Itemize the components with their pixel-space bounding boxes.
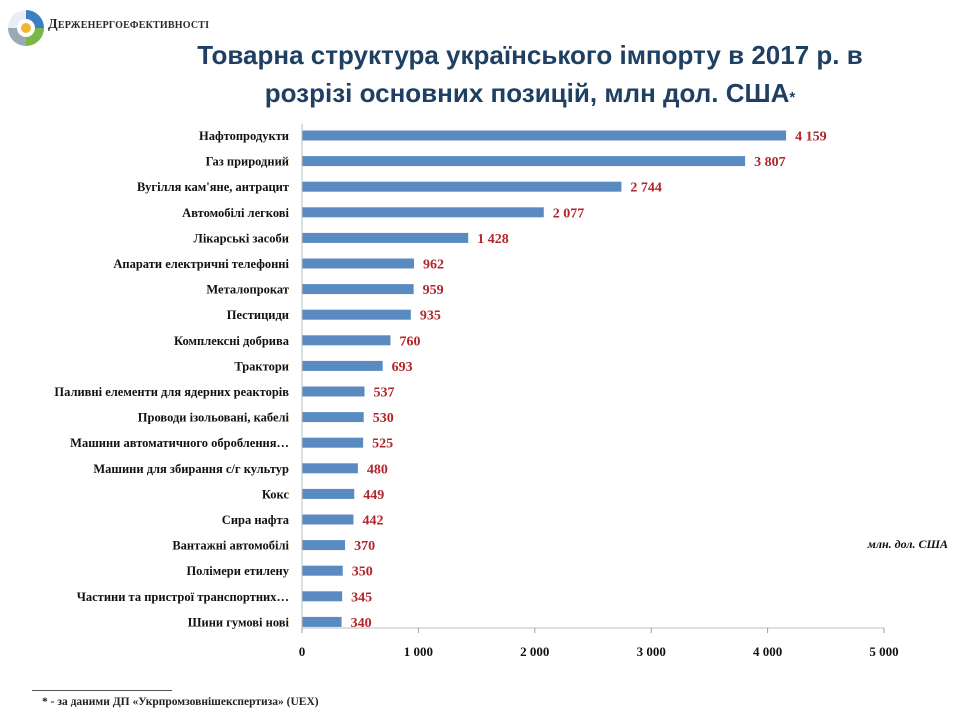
chart-bars (302, 130, 787, 627)
bar (302, 284, 414, 295)
value-label: 449 (363, 488, 384, 503)
category-label: Комплексні добрива (174, 334, 290, 348)
value-label: 1 428 (477, 232, 509, 247)
bar (302, 360, 383, 371)
value-label: 530 (373, 411, 394, 426)
value-label: 693 (392, 360, 413, 375)
bar (302, 514, 354, 525)
bar (302, 156, 746, 167)
x-tick-label: 5 000 (869, 644, 898, 659)
category-label: Проводи ізольовані, кабелі (138, 411, 290, 425)
bar (302, 463, 358, 474)
footnote-source: * - за даними ДП «Укрпромзовнішекспертиз… (42, 696, 319, 708)
ministry-logo-icon (8, 10, 44, 46)
bar (302, 412, 364, 423)
bar (302, 207, 544, 218)
category-label: Кокс (262, 487, 290, 501)
category-label: Машини автоматичного оброблення… (70, 436, 289, 450)
chart-unit-label: млн. дол. США (867, 537, 948, 551)
x-tick-label: 3 000 (637, 644, 666, 659)
value-label: 4 159 (795, 130, 827, 145)
value-label: 480 (367, 462, 388, 477)
bar (302, 258, 414, 269)
chart-x-axis: 0 1 000 2 000 3 000 4 000 5 000 (299, 123, 899, 659)
value-label: 2 077 (553, 206, 585, 221)
bar (302, 565, 343, 576)
chart-category-labels: Нафтопродукти Газ природний Вугілля кам'ян… (54, 129, 289, 629)
category-label: Автомобілі легкові (182, 206, 289, 220)
category-label: Паливні елементи для ядерних реакторів (54, 385, 289, 399)
category-label: Вантажні автомобілі (172, 539, 289, 553)
bar (302, 309, 411, 320)
bar (302, 616, 342, 627)
page-title: Товарна структура українського імпорту в… (150, 36, 910, 117)
value-label: 370 (354, 539, 375, 554)
bar (302, 386, 365, 397)
category-label: Нафтопродукти (199, 129, 289, 143)
value-label: 340 (351, 616, 372, 631)
value-label: 760 (399, 334, 420, 349)
value-label: 537 (374, 386, 395, 401)
footnote-divider (32, 690, 172, 691)
bar (302, 232, 469, 243)
category-label: Частини та пристрої транспортних… (77, 590, 289, 604)
organization-name: Держенергоефективності (48, 17, 210, 32)
x-tick-label: 0 (299, 644, 306, 659)
x-tick-label: 2 000 (520, 644, 549, 659)
category-label: Трактори (234, 359, 289, 373)
bar (302, 488, 355, 499)
bar (302, 540, 346, 551)
category-label: Машини для збирання с/г культур (93, 462, 289, 476)
category-label: Пестициди (227, 308, 289, 322)
x-tick-label: 4 000 (753, 644, 782, 659)
category-label: Апарати електричні телефонні (113, 257, 289, 271)
title-text: Товарна структура українського імпорту в… (197, 40, 863, 108)
category-label: Полімери етилену (186, 564, 289, 578)
title-footnote-mark: * (789, 89, 796, 106)
bar (302, 130, 787, 141)
category-label: Сира нафта (222, 513, 290, 527)
category-label: Газ природний (206, 155, 289, 169)
value-label: 2 744 (630, 181, 662, 196)
value-label: 345 (351, 590, 372, 605)
category-label: Шини гумові нові (188, 615, 290, 629)
bar (302, 437, 364, 448)
category-label: Лікарські засоби (194, 231, 289, 245)
value-label: 3 807 (754, 155, 786, 170)
bar (302, 181, 622, 192)
value-label: 350 (352, 565, 373, 580)
bar (302, 591, 343, 602)
value-label: 962 (423, 258, 444, 273)
bar (302, 335, 391, 346)
value-label: 935 (420, 309, 441, 324)
x-tick-label: 1 000 (404, 644, 433, 659)
value-label: 525 (372, 437, 393, 452)
value-label: 959 (423, 283, 444, 298)
value-label: 442 (362, 514, 383, 529)
category-label: Металопрокат (206, 283, 289, 297)
category-label: Вугілля кам'яне, антрацит (137, 180, 289, 194)
